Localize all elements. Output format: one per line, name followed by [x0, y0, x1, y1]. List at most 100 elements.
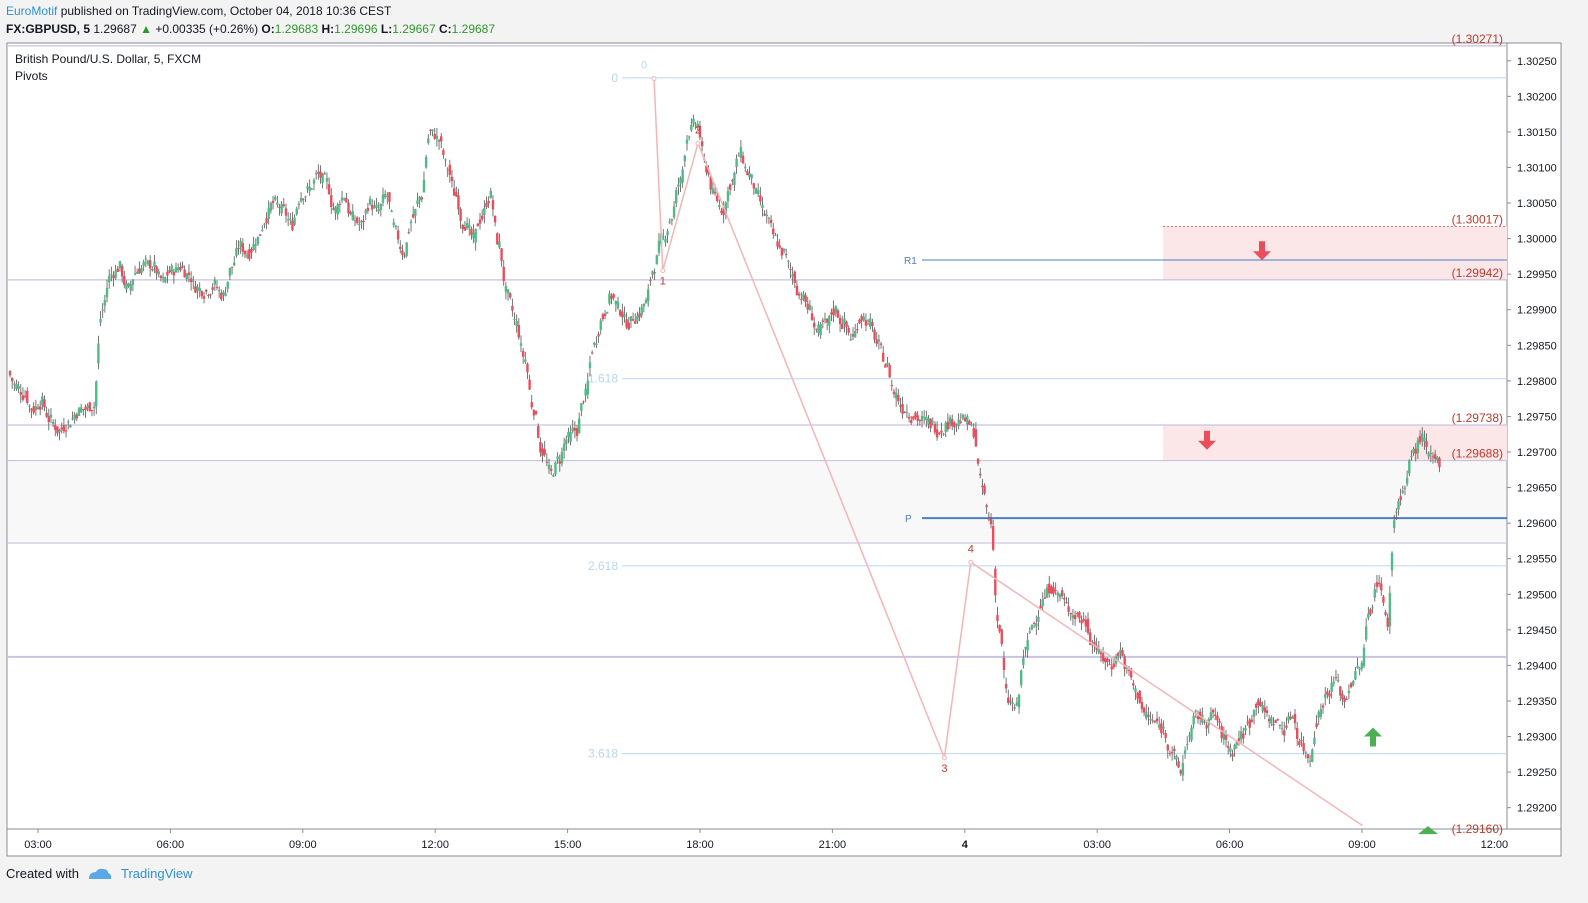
candle-body: [1306, 754, 1310, 759]
wave-point[interactable]: [695, 140, 701, 146]
candle-body: [1283, 730, 1286, 736]
candle-body: [845, 321, 848, 328]
candle-body: [1099, 652, 1103, 655]
candle-body: [556, 456, 559, 460]
candle-body: [711, 188, 715, 194]
candle-body: [1323, 694, 1327, 698]
candle-body: [437, 139, 441, 142]
candle-body: [1013, 707, 1016, 709]
price-axis[interactable]: [1506, 42, 1562, 830]
candle-body: [448, 164, 452, 175]
wave-point[interactable]: [660, 268, 666, 274]
candle-body: [1347, 690, 1351, 694]
low-value: 1.29667: [392, 22, 436, 36]
candle-body: [107, 275, 111, 283]
resistance-zone[interactable]: [1163, 226, 1507, 280]
wave-point[interactable]: [968, 559, 974, 565]
key-price-label: (1.30271): [1452, 32, 1503, 46]
candle-body: [1069, 612, 1072, 615]
candle-body: [685, 139, 689, 144]
candle-body: [250, 249, 253, 253]
candle-body: [258, 234, 262, 236]
time-axis[interactable]: [6, 828, 1562, 857]
candle-body: [1384, 612, 1387, 615]
candle-body: [155, 266, 158, 274]
candle-body: [534, 411, 538, 414]
candle-body: [862, 316, 865, 321]
candle-body: [1364, 626, 1368, 640]
candle-body: [502, 266, 505, 282]
candle-body: [1168, 753, 1172, 755]
key-price-label: (1.29942): [1452, 266, 1503, 280]
candle-body: [892, 391, 896, 395]
candle-body: [312, 179, 316, 184]
candle-body: [1421, 433, 1424, 441]
candle-body: [752, 183, 756, 189]
y-tick-label: 1.29300: [1517, 732, 1557, 744]
candle-body: [1360, 662, 1364, 669]
candle-body: [1082, 619, 1085, 621]
wave-line[interactable]: [970, 561, 1363, 827]
candle-body: [192, 280, 195, 282]
candle-body: [1155, 718, 1159, 722]
candle-body: [918, 420, 922, 422]
candle-body: [1101, 653, 1105, 662]
price-chart[interactable]: 0 1.618 2.618 3.618 R1 P 0 1 2 3 4 (1.30271) (1.300…: [0, 0, 1588, 866]
candle-body: [1127, 669, 1131, 671]
candle-body: [51, 421, 55, 425]
candle-body: [118, 261, 122, 269]
candle-body: [791, 274, 794, 277]
candle-body: [1416, 440, 1420, 453]
wave-line[interactable]: [662, 143, 699, 271]
candle-body: [1063, 597, 1066, 600]
candle-body: [170, 265, 173, 273]
candle-body: [922, 416, 926, 418]
candle-body: [866, 320, 870, 322]
candle-body: [349, 212, 352, 215]
candle-body: [772, 228, 775, 235]
candle-body: [588, 362, 592, 369]
resistance-zone[interactable]: [1163, 424, 1507, 461]
candle-body: [1302, 743, 1305, 752]
candle-body: [746, 171, 749, 176]
candle-body: [573, 427, 577, 431]
candle-body: [825, 318, 829, 323]
tradingview-link[interactable]: TradingView: [120, 866, 193, 881]
author-link[interactable]: EuroMotif: [6, 4, 58, 18]
candle-body: [345, 197, 348, 203]
candle-body: [205, 289, 208, 292]
wave-point[interactable]: [941, 755, 947, 761]
candle-body: [88, 402, 91, 412]
wave-line[interactable]: [943, 562, 972, 758]
candle-body: [1429, 452, 1433, 454]
candle-body: [1138, 690, 1141, 703]
candle-body: [297, 203, 301, 206]
wave-point[interactable]: [651, 76, 657, 82]
candle-body: [267, 207, 270, 219]
candle-body: [424, 156, 428, 168]
candle-body: [1160, 723, 1163, 734]
candle-body: [362, 220, 365, 222]
candle-body: [1076, 613, 1079, 615]
candle-body: [580, 403, 583, 411]
open-label: O:: [261, 22, 275, 36]
candle-body: [478, 219, 482, 224]
candle-body: [114, 270, 117, 279]
candle-body: [202, 296, 206, 299]
candle-body: [1151, 720, 1154, 722]
candle-body: [383, 194, 387, 198]
candle-body: [1405, 477, 1409, 484]
wave-line[interactable]: [697, 143, 946, 759]
candle-body: [1250, 719, 1254, 722]
x-tick-label: 12:00: [421, 839, 449, 851]
candle-body: [987, 518, 991, 520]
candle-body: [452, 188, 456, 196]
candle-body: [940, 430, 943, 433]
candle-body: [532, 410, 536, 416]
candle-body: [601, 314, 605, 320]
candle-body: [58, 429, 61, 432]
wave-line[interactable]: [653, 78, 664, 271]
candle-body: [1140, 701, 1144, 709]
y-tick-label: 1.30250: [1517, 56, 1557, 68]
candle-body: [1030, 624, 1034, 630]
